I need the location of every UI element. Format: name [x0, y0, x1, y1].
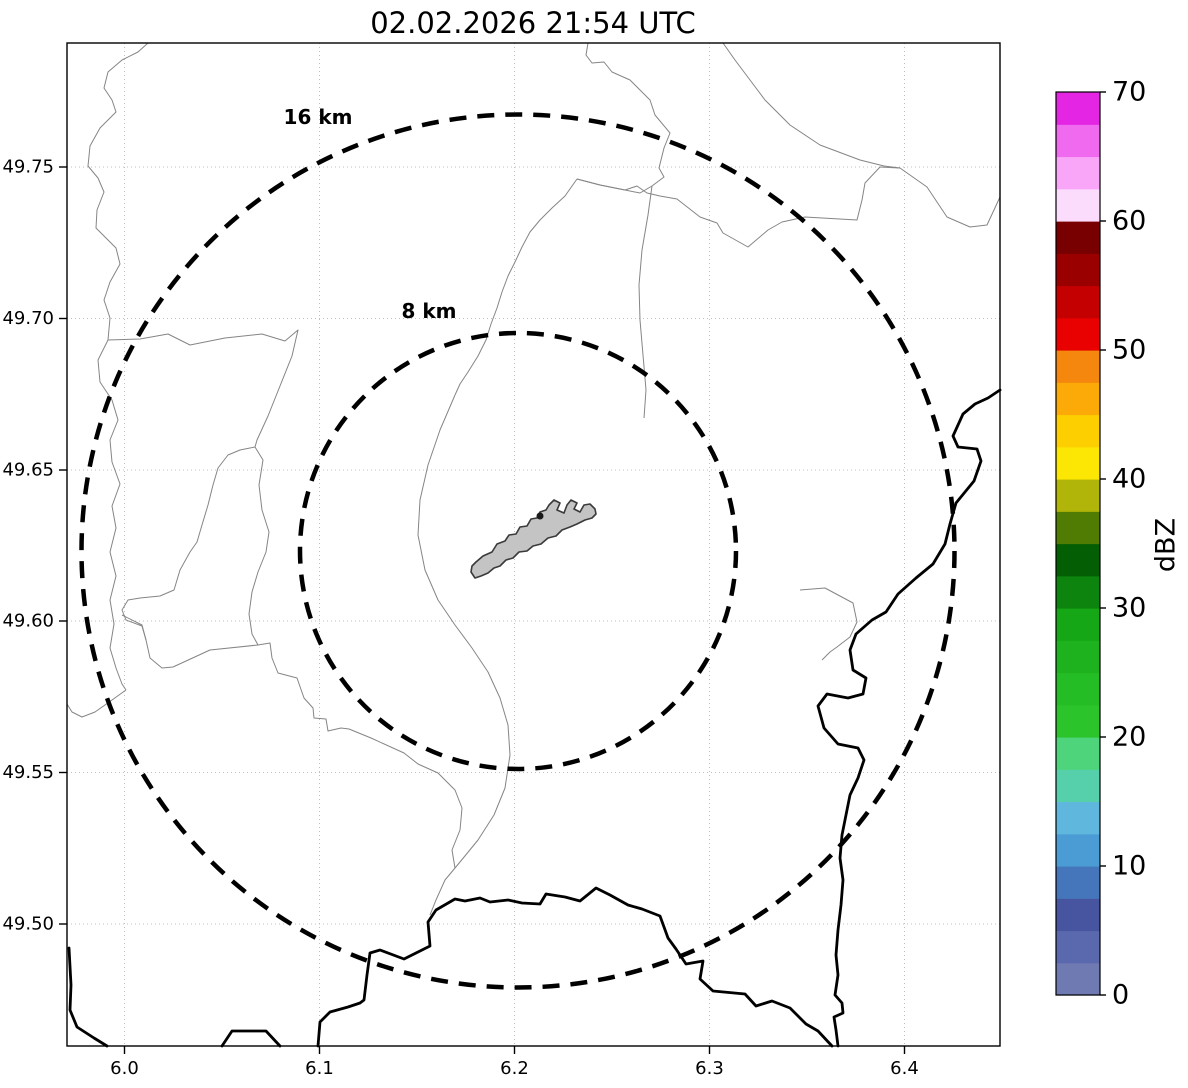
border-east: [816, 388, 1002, 1048]
x-tick-label: 6.3: [695, 1058, 724, 1079]
colorbar-segment: [1056, 382, 1100, 416]
colorbar-segment: [1056, 801, 1100, 835]
border-south: [316, 886, 834, 1048]
colorbar-segment: [1056, 575, 1100, 609]
y-tick-label: 49.60: [2, 611, 54, 632]
colorbar-segment: [1056, 769, 1100, 803]
colorbar-segment: [1056, 446, 1100, 480]
colorbar-segment: [1056, 898, 1100, 932]
cbar-tick-label: 10: [1112, 851, 1146, 882]
y-axis-labels: 49.75 49.70 49.65 49.60 49.55 49.50: [2, 157, 54, 935]
cbar-tick-label: 40: [1112, 464, 1146, 495]
colorbar-segment: [1056, 511, 1100, 545]
colorbar-segment: [1056, 92, 1100, 125]
x-tick-label: 6.0: [110, 1058, 139, 1079]
y-tick-label: 49.50: [2, 914, 54, 935]
ring-label-16km: 16 km: [284, 105, 353, 129]
y-tick-label: 49.70: [2, 308, 54, 329]
colorbar-segment: [1056, 704, 1100, 738]
colorbar-segment: [1056, 221, 1100, 254]
cbar-tick-label: 70: [1112, 77, 1146, 108]
colorbar-segment: [1056, 866, 1100, 899]
x-tick-label: 6.4: [890, 1058, 919, 1079]
cbar-tick-label: 60: [1112, 206, 1146, 237]
x-axis-labels: 6.0 6.1 6.2 6.3 6.4: [110, 1058, 919, 1079]
figure-title: 02.02.2026 21:54 UTC: [370, 6, 696, 40]
colorbar-segment: [1056, 543, 1100, 577]
y-tick-label: 49.55: [2, 762, 54, 783]
border-south-bump: [220, 1029, 282, 1048]
colorbar-segment: [1056, 608, 1100, 641]
colorbar-labels: 70 60 50 40 30 20 10 0: [1112, 77, 1146, 1011]
colorbar-segment: [1056, 672, 1100, 706]
colorbar-segment: [1056, 414, 1100, 448]
radar-site-marker: [536, 512, 544, 520]
colorbar-segment: [1056, 188, 1100, 222]
colorbar-unit-label: dBZ: [1151, 518, 1182, 572]
cbar-tick-label: 20: [1112, 722, 1146, 753]
y-tick-label: 49.75: [2, 157, 54, 178]
x-tick-label: 6.1: [305, 1058, 334, 1079]
cbar-tick-label: 0: [1112, 980, 1129, 1011]
range-rings: [79, 112, 957, 990]
range-ring-8km: [297, 330, 739, 772]
x-tick-label: 6.2: [500, 1058, 529, 1079]
range-ring-16km: [79, 112, 957, 990]
cbar-tick-label: 50: [1112, 335, 1146, 366]
colorbar-segment: [1056, 930, 1100, 964]
colorbar-segment: [1056, 640, 1100, 674]
admin-boundaries: [66, 42, 1001, 916]
airport-area-polygon: [470, 499, 597, 579]
colorbar-segment: [1056, 156, 1100, 190]
colorbar-tickmarks: [1100, 91, 1106, 996]
axis-tickmarks: [59, 166, 906, 1054]
colorbar-segment: [1056, 253, 1100, 287]
colorbar-frame: [1055, 91, 1101, 996]
colorbar-segment: [1056, 737, 1100, 770]
colorbar: [1056, 92, 1100, 996]
colorbar-segment: [1056, 317, 1100, 351]
country-borders: [67, 388, 1002, 1048]
border-south-west: [67, 946, 109, 1048]
cbar-tick-label: 30: [1112, 593, 1146, 624]
colorbar-segment: [1056, 833, 1100, 867]
ring-label-8km: 8 km: [401, 299, 456, 323]
plot-frame: [66, 42, 1001, 1047]
colorbar-segment: [1056, 350, 1100, 383]
colorbar-segment: [1056, 962, 1100, 996]
colorbar-segment: [1056, 285, 1100, 319]
y-tick-label: 49.65: [2, 460, 54, 481]
colorbar-segment: [1056, 124, 1100, 158]
colorbar-segment: [1056, 479, 1100, 512]
